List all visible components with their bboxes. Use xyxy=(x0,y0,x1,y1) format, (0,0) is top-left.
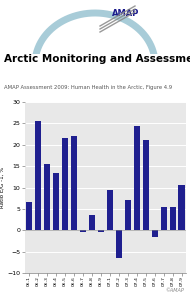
Bar xyxy=(125,200,131,230)
Bar xyxy=(80,230,86,232)
Bar xyxy=(161,207,167,230)
Y-axis label: Ratio E/G -1, %: Ratio E/G -1, % xyxy=(0,167,5,208)
Bar xyxy=(169,207,176,230)
Text: Arctic Monitoring and Assessment Programme: Arctic Monitoring and Assessment Program… xyxy=(4,54,190,64)
Bar xyxy=(116,230,122,258)
Bar xyxy=(35,121,41,230)
Text: AMAP: AMAP xyxy=(112,10,139,19)
Bar xyxy=(53,172,59,230)
Text: AMAP Assessment 2009: Human Health in the Arctic, Figure 4.9: AMAP Assessment 2009: Human Health in th… xyxy=(4,85,172,90)
Bar xyxy=(178,185,185,230)
Bar xyxy=(62,138,68,230)
Bar xyxy=(26,202,32,230)
Bar xyxy=(71,136,77,230)
Bar xyxy=(134,125,140,230)
Bar xyxy=(152,230,158,237)
Bar xyxy=(44,164,50,230)
Bar xyxy=(142,140,149,230)
Text: ©AMAP: ©AMAP xyxy=(165,287,184,292)
Bar xyxy=(98,230,104,232)
Bar xyxy=(89,215,95,230)
Bar xyxy=(107,190,113,230)
